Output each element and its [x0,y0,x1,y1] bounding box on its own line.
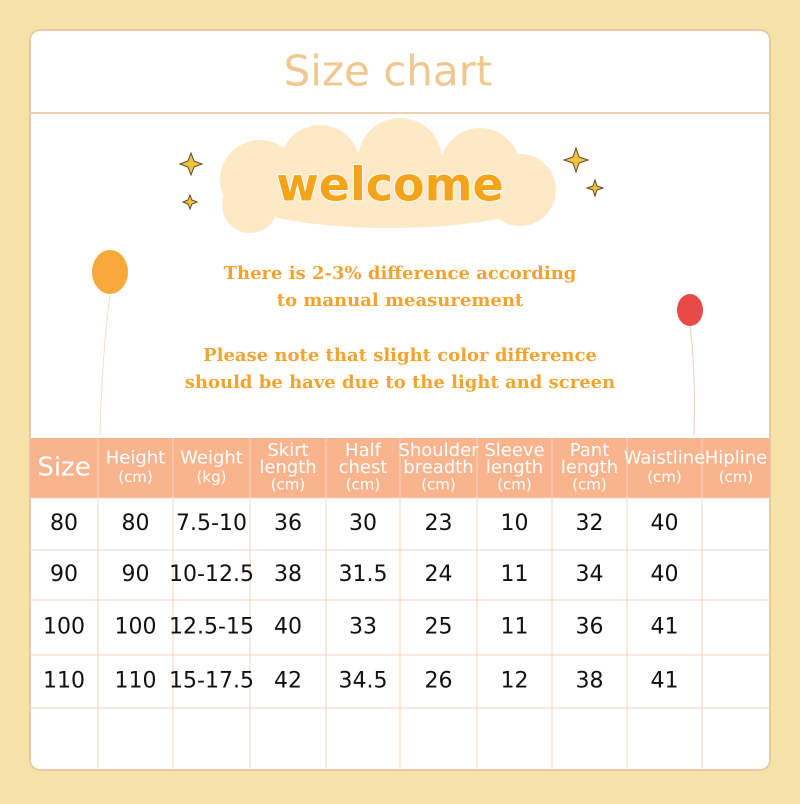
header-cell: Sleeve [484,440,544,461]
cell: 38 [576,669,604,694]
cell: 41 [651,615,679,640]
balloons [92,250,703,436]
header-cell: chest [339,457,388,478]
header-cell: Size [37,453,90,483]
header-cell: (cm) [118,468,153,486]
cell: 25 [425,615,453,640]
cell: 100 [115,615,157,640]
header-cell: (cm) [647,468,682,486]
header-cell: length [561,457,618,478]
header-cell: Waistline [624,448,706,469]
cloud [220,118,556,233]
cell: 36 [576,615,604,640]
cell: 40 [651,562,679,587]
header-cell: (cm) [572,476,607,494]
note-line: Please note that slight color difference [203,345,597,366]
cell: 15-17.5 [169,669,254,694]
cell: 110 [43,669,85,694]
note-line: to manual measurement [277,290,524,311]
cell: 11 [501,615,529,640]
cell: 100 [43,615,85,640]
header-cell: (cm) [719,468,754,486]
cell: 80 [50,511,78,536]
cell: 40 [651,511,679,536]
cell: 40 [274,615,302,640]
header-cell: Half [345,440,382,461]
card [29,29,771,771]
cell: 32 [576,511,604,536]
note-line: There is 2-3% difference according [224,263,577,284]
stars [178,146,605,211]
cell: 11 [501,562,529,587]
cell: 90 [50,562,78,587]
header-cell: breadth [403,457,473,478]
header-cell: Skirt [267,440,308,461]
cell: 24 [425,562,453,587]
cell: 10 [501,511,529,536]
cell: 34.5 [339,669,388,694]
cell: 23 [425,511,453,536]
header-cell: (cm) [421,476,456,494]
header-cell: (cm) [271,476,306,494]
header-cell: (cm) [497,476,532,494]
cell: 26 [425,669,453,694]
welcome: welcome [276,158,503,212]
cell: 10-12.5 [169,562,254,587]
header-cell: Hipline [705,448,767,469]
cell: 110 [115,669,157,694]
header-cell: Shoulder [398,440,479,461]
cell: 36 [274,511,302,536]
cell: 7.5-10 [176,511,247,536]
cell: 34 [576,562,604,587]
header-cell: Height [106,448,166,469]
header-cell: Weight [180,448,243,469]
cell: 90 [122,562,150,587]
header-cell: (cm) [346,476,381,494]
cell: 12.5-15 [169,615,254,640]
cell: 42 [274,669,302,694]
note-line: should be have due to the light and scre… [185,372,615,393]
cell: 41 [651,669,679,694]
title: Size chart [284,47,493,96]
cell: 12 [501,669,529,694]
header-cell: (kg) [197,468,227,486]
header-cell: length [259,457,316,478]
cell: 80 [122,511,150,536]
cell: 30 [349,511,377,536]
cell: 31.5 [339,562,388,587]
cell: 33 [349,615,377,640]
cell: 38 [274,562,302,587]
header-cell: Pant [570,440,610,461]
header-cell: length [486,457,543,478]
